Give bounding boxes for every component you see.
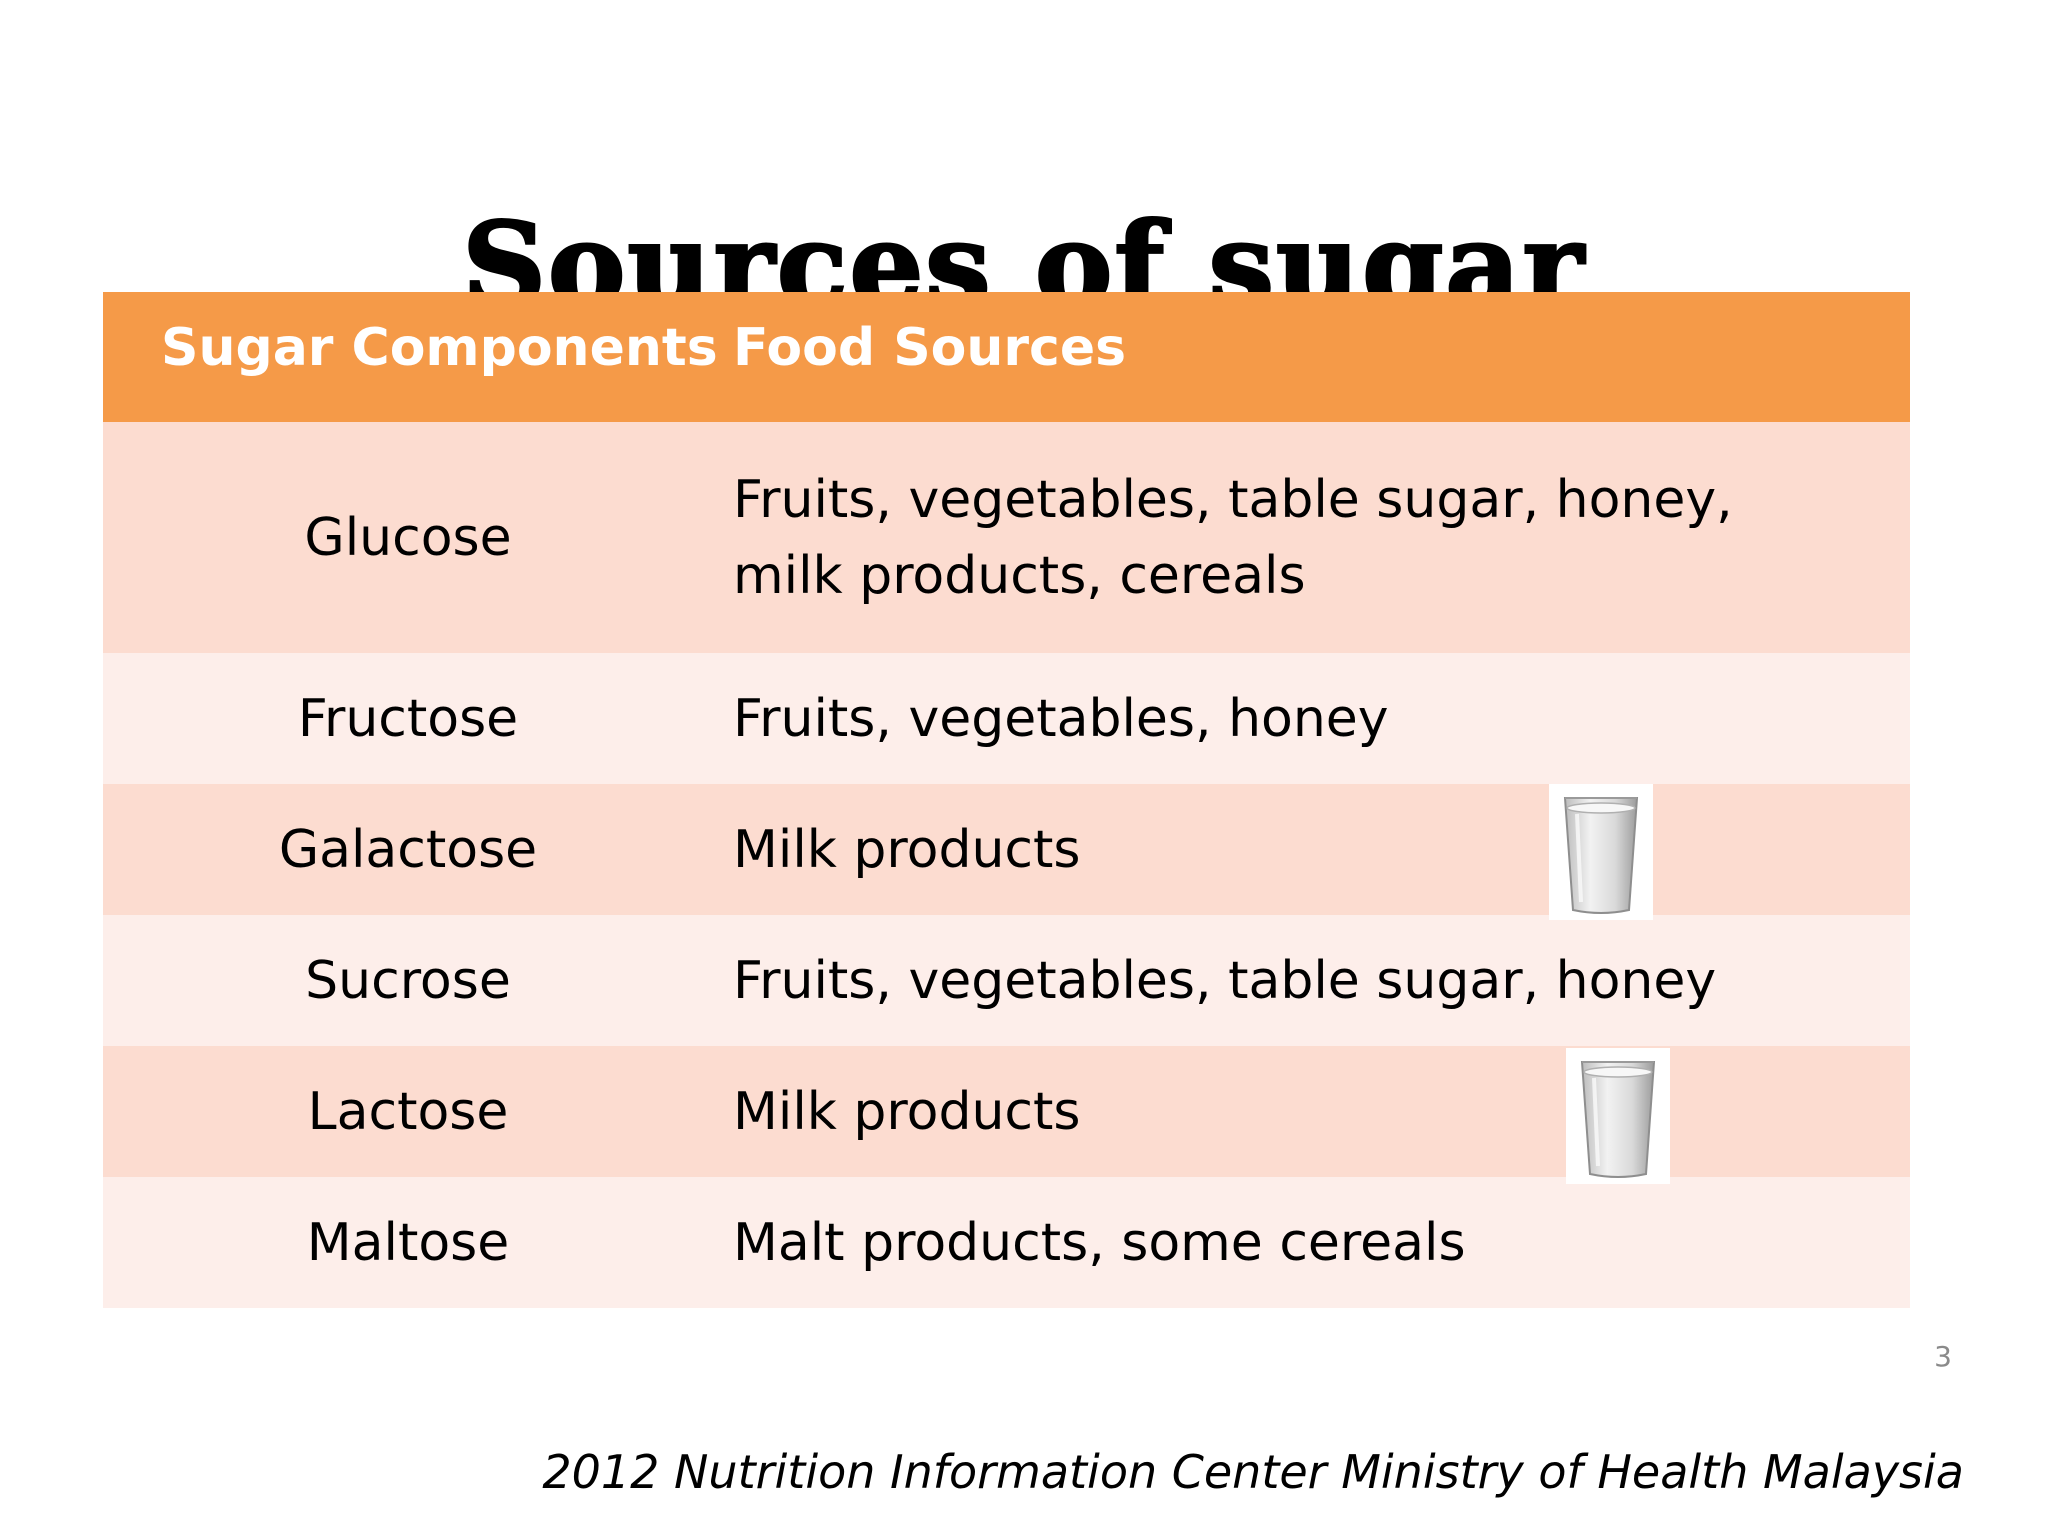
table-row: Lactose Milk products xyxy=(103,1046,1910,1184)
sugar-component-cell: Glucose xyxy=(304,507,512,568)
header-food-sources: Food Sources xyxy=(733,318,1127,378)
food-sources-cell: Fruits, vegetables, honey xyxy=(733,688,1389,749)
header-sugar-components: Sugar Components xyxy=(161,318,718,378)
food-sources-cell: Fruits, vegetables, table sugar, honey, … xyxy=(733,469,1733,606)
food-sources-cell: Milk products xyxy=(733,784,1910,920)
sugar-component-cell: Sucrose xyxy=(305,950,511,1011)
food-sources-text: Milk products xyxy=(733,819,1081,880)
food-sources-cell: Malt products, some cereals xyxy=(733,1212,1466,1273)
sugar-component-cell: Lactose xyxy=(307,1081,509,1142)
sugar-component-cell: Fructose xyxy=(297,688,519,749)
page-number: 3 xyxy=(1934,1340,1952,1373)
food-sources-cell: Fruits, vegetables, table sugar, honey xyxy=(733,950,1717,1011)
table-header-row: Sugar Components Food Sources xyxy=(103,292,1910,422)
slide-title: Sources of sugar xyxy=(461,197,1586,334)
sugar-component-cell: Maltose xyxy=(306,1212,510,1273)
food-sources-cell: Milk products xyxy=(733,1046,1910,1184)
milk-glass-icon xyxy=(1566,1048,1670,1184)
sugar-sources-table: Sugar Components Food Sources Glucose Fr… xyxy=(103,292,1910,1308)
table-row: Fructose Fruits, vegetables, honey xyxy=(103,653,1910,784)
table-row: Sucrose Fruits, vegetables, table sugar,… xyxy=(103,915,1910,1046)
milk-glass-icon xyxy=(1549,784,1653,920)
footer-credit: 2012 Nutrition Information Center Minist… xyxy=(542,1445,1964,1499)
sugar-component-cell: Galactose xyxy=(278,819,538,880)
table-row: Glucose Fruits, vegetables, table sugar,… xyxy=(103,422,1910,653)
food-sources-text: Milk products xyxy=(733,1081,1081,1142)
table-row: Maltose Malt products, some cereals xyxy=(103,1177,1910,1308)
table-row: Galactose Milk products xyxy=(103,784,1910,920)
